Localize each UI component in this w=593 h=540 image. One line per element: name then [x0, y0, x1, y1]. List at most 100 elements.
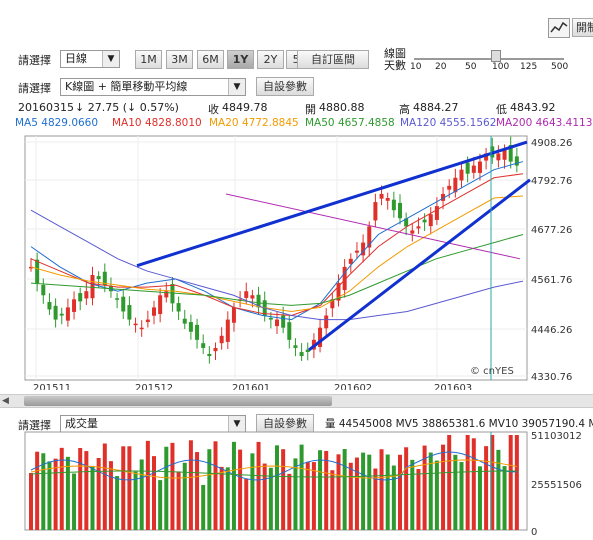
volume-y-tick: 0 [531, 527, 537, 538]
candle-body [416, 226, 421, 229]
volume-bar [145, 440, 150, 530]
candle-body [404, 218, 409, 227]
candle-body [508, 144, 513, 162]
days-slider-thumb[interactable] [491, 50, 501, 62]
candle-body [373, 202, 378, 221]
candle-body [293, 345, 298, 348]
volume-bar [238, 449, 243, 530]
y-tick-label: 4330.76 [531, 372, 572, 383]
days-tick: 20 [435, 62, 447, 72]
candle-body [391, 199, 396, 211]
candle-body [35, 259, 40, 284]
range-button-1y[interactable]: 1Y [227, 50, 254, 69]
range-button-3m[interactable]: 3M [166, 50, 193, 69]
volume-select-label: 請選擇 [18, 419, 51, 432]
candle-body [164, 291, 169, 298]
candle-body [336, 283, 341, 301]
range-button-2y[interactable]: 2Y [257, 50, 284, 69]
volume-bar [213, 441, 218, 530]
indicator-select[interactable]: K線圖 + 簡單移動平均線 ▼ [60, 78, 246, 96]
volume-y-tick: 51103012 [531, 431, 582, 442]
candle-body [422, 219, 427, 223]
days-tick: 10 [410, 62, 422, 72]
volume-bar [342, 449, 347, 530]
candle-body [96, 276, 101, 280]
volume-bar [78, 448, 83, 530]
candle-body [441, 193, 446, 201]
candle-body [342, 266, 347, 291]
volume-bar [379, 449, 384, 530]
volume-bar [305, 462, 310, 530]
volume-bar [250, 453, 255, 530]
chart-type-icon[interactable] [548, 18, 570, 38]
volume-bar [348, 462, 353, 530]
volume-select[interactable]: 成交量 ▼ [60, 415, 246, 433]
candle-body [459, 169, 464, 181]
candle-body [361, 242, 366, 256]
close-value: 4849.78 [222, 101, 268, 114]
scroll-left-icon[interactable]: ◀ [2, 396, 9, 406]
candle-body [434, 206, 439, 220]
period-select[interactable]: 日線 ▼ [60, 50, 120, 68]
volume-bar [195, 452, 200, 530]
params-button[interactable]: 自設參數 [256, 77, 314, 96]
volume-bar [281, 449, 286, 530]
ma-legend-ma10: MA10 4828.8010 [112, 117, 202, 129]
candle-body [176, 303, 181, 312]
low-value: 4843.92 [510, 101, 556, 114]
ma120-line [30, 209, 524, 321]
candle-body [90, 275, 95, 299]
volume-bar [287, 473, 292, 530]
candle-body [213, 347, 218, 352]
volume-bar [182, 462, 187, 530]
volume-bar [207, 449, 212, 530]
volume-bar [201, 484, 206, 530]
candle-body [348, 258, 353, 264]
scrollbar[interactable]: ◀ [0, 394, 593, 408]
candle-body [379, 193, 384, 199]
volume-bar [121, 446, 126, 530]
volume-bar [361, 452, 366, 530]
candle-body [219, 335, 224, 344]
range-button-6m[interactable]: 6M [197, 50, 224, 69]
y-tick-label: 4677.26 [531, 225, 572, 236]
period-select-label: 請選擇 [18, 54, 51, 67]
candle-body [471, 165, 476, 173]
volume-bar [219, 466, 224, 530]
volume-bar [354, 457, 359, 530]
candle-body [201, 343, 206, 348]
candle-body [72, 299, 77, 312]
volume-bar [41, 453, 46, 530]
volume-bar [404, 447, 409, 530]
open-button[interactable]: 開制 [572, 18, 593, 37]
volume-bar [65, 456, 70, 530]
volume-readout: 量 44545008 MV5 38865381.6 MV10 39057190.… [325, 418, 593, 430]
watermark: © cnYES [470, 366, 514, 377]
volume-bar [410, 459, 415, 530]
candle-body [299, 352, 304, 357]
candle-body [305, 349, 310, 352]
volume-bar [139, 459, 144, 530]
ma50-line [30, 234, 524, 306]
candle-body [477, 161, 482, 173]
mv10-line [30, 459, 517, 479]
days-tick: 50 [465, 62, 477, 72]
quote-date: 20160315 [18, 101, 74, 114]
volume-bar [275, 445, 279, 530]
days-tick: 100 [492, 62, 510, 72]
scrollbar-thumb[interactable] [24, 396, 332, 406]
candle-body [47, 302, 52, 310]
volume-bar [59, 447, 64, 530]
ma10-line [30, 173, 524, 317]
custom-range-button[interactable]: 自訂區間 [297, 50, 369, 69]
volume-select-value: 成交量 [65, 417, 98, 430]
y-tick-label: 4792.76 [531, 176, 572, 187]
days-slider[interactable] [414, 58, 564, 60]
range-button-1m[interactable]: 1M [135, 50, 162, 69]
open-value: 4880.88 [319, 101, 365, 114]
volume-bar [225, 467, 230, 530]
volume-bar [367, 454, 372, 530]
volume-bar [293, 458, 298, 530]
high-label: 高 [399, 103, 410, 116]
candle-body [231, 307, 236, 323]
